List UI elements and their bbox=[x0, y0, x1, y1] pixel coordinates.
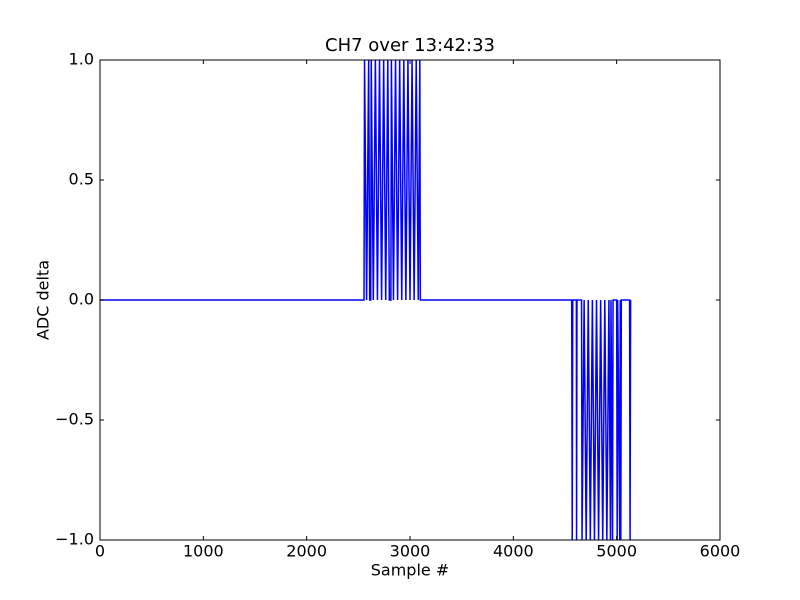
x-tick-label: 3000 bbox=[390, 542, 431, 561]
y-tick-label: 0.5 bbox=[69, 170, 94, 189]
plot-frame bbox=[99, 59, 721, 541]
x-tick-label: 6000 bbox=[700, 542, 741, 561]
y-tick-label: 1.0 bbox=[69, 50, 94, 69]
x-tick-label: 1000 bbox=[183, 542, 224, 561]
y-axis-label: ADC delta bbox=[34, 260, 53, 340]
chart-title: CH7 over 13:42:33 bbox=[325, 35, 495, 56]
y-tick-label: −1.0 bbox=[55, 530, 94, 549]
x-tick-label: 2000 bbox=[286, 542, 327, 561]
x-tick-label: 5000 bbox=[596, 542, 637, 561]
y-tick-label: −0.5 bbox=[55, 410, 94, 429]
y-tick-label: 0.0 bbox=[69, 290, 94, 309]
data-line bbox=[100, 59, 632, 541]
x-tick-label: 0 bbox=[95, 542, 105, 561]
x-tick-label: 4000 bbox=[493, 542, 534, 561]
x-axis-label: Sample # bbox=[371, 561, 449, 580]
